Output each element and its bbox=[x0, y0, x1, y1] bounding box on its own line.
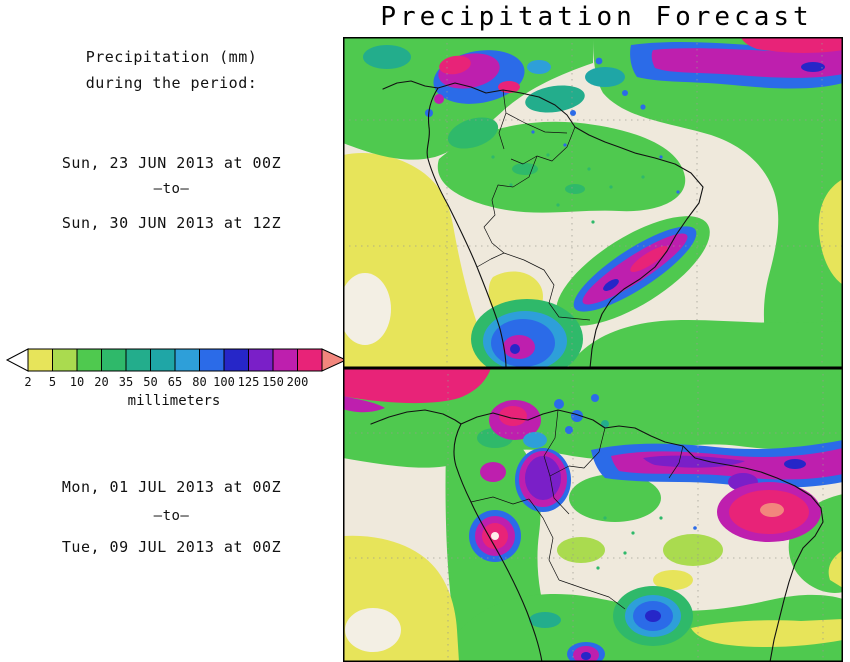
legend-overflow-arrow bbox=[321, 348, 348, 372]
legend-segment bbox=[272, 348, 298, 372]
legend-underflow-arrow bbox=[5, 348, 29, 372]
legend-segment bbox=[27, 348, 53, 372]
legend-tick-label: 150 bbox=[262, 375, 284, 389]
legend-segment bbox=[150, 348, 176, 372]
sidebar-heading-line1: Precipitation (mm) bbox=[85, 48, 258, 66]
map-frame-period2 bbox=[343, 368, 843, 662]
legend-segment bbox=[199, 348, 225, 372]
legend-segment bbox=[125, 348, 151, 372]
period2-separator: –to– bbox=[153, 508, 190, 524]
coastlines-period2 bbox=[370, 409, 824, 662]
legend-tick-label: 20 bbox=[94, 375, 109, 389]
map-frame-period1 bbox=[343, 37, 843, 368]
forecast-map-period1 bbox=[343, 37, 843, 368]
coastlines-period1 bbox=[382, 80, 704, 368]
country-borders-period2 bbox=[470, 409, 684, 610]
legend-segment bbox=[76, 348, 102, 372]
legend-segment bbox=[248, 348, 274, 372]
legend-tick-label: 35 bbox=[118, 375, 134, 389]
legend-tick-label: 65 bbox=[167, 375, 183, 389]
legend-tick-label: 100 bbox=[213, 375, 235, 389]
period1-separator: –to– bbox=[153, 181, 190, 197]
color-scale-legend bbox=[4, 347, 350, 373]
period2-end-date: Tue, 09 JUL 2013 at 00Z bbox=[61, 538, 282, 556]
legend-bar bbox=[5, 348, 348, 372]
legend-segment bbox=[297, 348, 323, 372]
period1-start-date: Sun, 23 JUN 2013 at 00Z bbox=[61, 154, 282, 172]
page-title: Precipitation Forecast bbox=[380, 2, 813, 32]
legend-segment bbox=[223, 348, 249, 372]
legend-tick-label: 125 bbox=[237, 375, 260, 389]
legend-unit-label: millimeters bbox=[127, 393, 221, 409]
legend-tick-label: 50 bbox=[143, 375, 158, 389]
legend-tick-label: 5 bbox=[48, 375, 57, 389]
forecast-map-period2 bbox=[343, 368, 843, 662]
sidebar-heading-line2: during the period: bbox=[85, 74, 258, 92]
legend-segment bbox=[174, 348, 200, 372]
precipitation-shading-period2 bbox=[343, 368, 843, 662]
country-borders-period1 bbox=[476, 89, 591, 321]
legend-tick-label: 200 bbox=[286, 375, 309, 389]
forecast-map-period2-svg bbox=[343, 368, 843, 662]
legend-tick-labels: 2 5 10 20 35 50 65 80 100 125 150 200 bbox=[4, 375, 350, 389]
legend-tick-label: 80 bbox=[192, 375, 207, 389]
legend-segment bbox=[101, 348, 127, 372]
legend-tick-label: 2 bbox=[24, 375, 32, 389]
period1-end-date: Sun, 30 JUN 2013 at 12Z bbox=[61, 214, 282, 232]
legend-segment bbox=[52, 348, 78, 372]
legend-tick-label: 10 bbox=[69, 375, 85, 389]
period2-start-date: Mon, 01 JUL 2013 at 00Z bbox=[61, 478, 282, 496]
forecast-map-period1-svg bbox=[343, 37, 843, 368]
latlon-grid-period1 bbox=[343, 37, 843, 368]
